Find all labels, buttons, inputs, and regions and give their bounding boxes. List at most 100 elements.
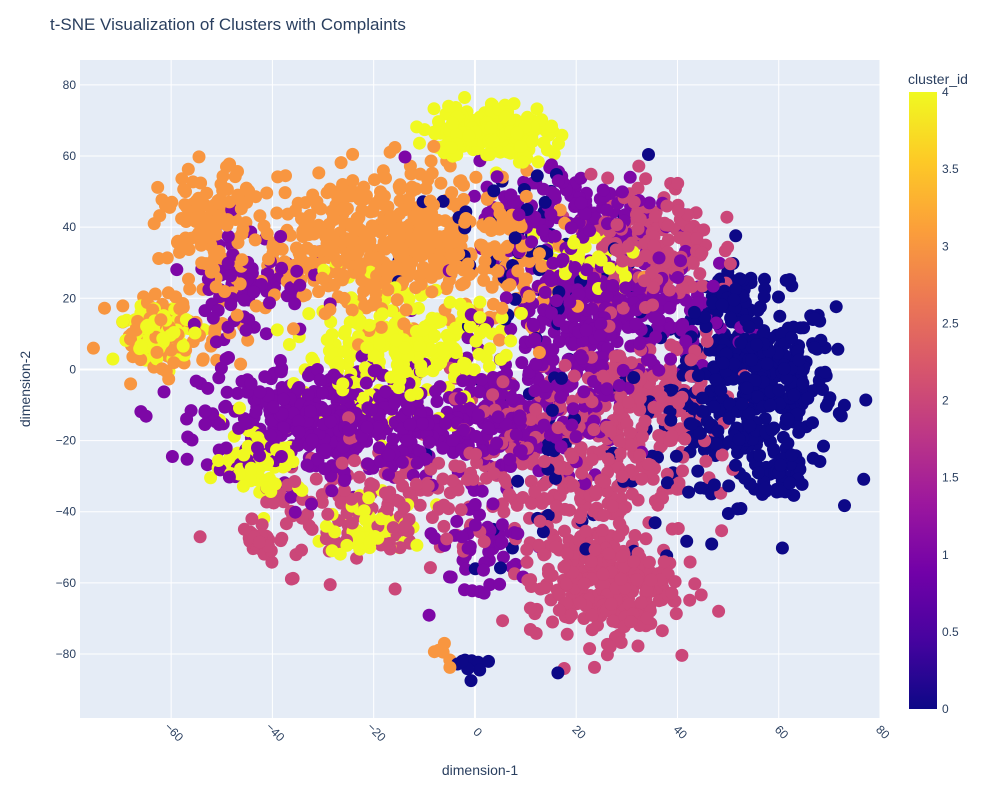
data-point <box>807 341 821 355</box>
data-point <box>684 353 698 367</box>
data-point <box>857 472 871 486</box>
data-point <box>738 371 752 385</box>
data-point <box>603 424 617 438</box>
data-point <box>222 195 236 209</box>
data-point <box>512 208 526 222</box>
data-point <box>446 116 459 130</box>
data-point <box>236 479 250 493</box>
data-point <box>529 403 543 416</box>
data-point <box>410 538 424 552</box>
data-point <box>273 354 287 367</box>
data-point <box>390 293 404 307</box>
data-point <box>98 301 111 315</box>
data-point <box>353 263 367 277</box>
data-point <box>525 235 539 249</box>
colorbar-tick-label: 1 <box>942 548 949 562</box>
data-point <box>427 198 440 212</box>
data-point <box>486 388 500 402</box>
data-point <box>426 364 440 378</box>
data-point <box>727 357 741 371</box>
data-point <box>600 382 614 396</box>
data-point <box>600 203 614 217</box>
data-point <box>604 597 618 611</box>
data-point <box>649 330 663 344</box>
data-point <box>324 415 338 429</box>
data-point <box>266 400 280 414</box>
data-point <box>493 333 506 347</box>
data-point <box>647 239 661 253</box>
data-point <box>651 498 665 512</box>
data-point <box>503 452 517 466</box>
data-point <box>593 329 607 342</box>
data-point <box>160 251 174 265</box>
data-point <box>320 242 334 256</box>
data-point <box>538 380 552 393</box>
data-point <box>477 273 491 287</box>
data-point <box>569 430 583 444</box>
data-point <box>245 512 259 526</box>
data-point <box>421 173 435 187</box>
data-point <box>253 535 266 549</box>
data-point <box>468 518 482 532</box>
data-point <box>587 423 601 437</box>
x-tick-label: 40 <box>671 722 691 742</box>
data-point <box>713 256 726 270</box>
data-point <box>444 141 458 154</box>
data-point <box>523 623 537 636</box>
data-point <box>427 102 441 116</box>
data-point <box>472 347 486 361</box>
data-point <box>204 471 218 485</box>
data-point <box>606 499 619 513</box>
data-point <box>361 457 375 471</box>
data-point <box>338 474 351 487</box>
data-point <box>150 345 164 359</box>
data-point <box>407 244 421 258</box>
data-point <box>430 395 444 408</box>
data-point <box>442 237 456 251</box>
data-point <box>550 499 563 513</box>
data-point <box>490 436 504 450</box>
data-point <box>670 482 684 496</box>
data-point <box>504 322 518 336</box>
data-point <box>275 407 289 421</box>
data-point <box>546 353 560 367</box>
data-point <box>343 315 357 329</box>
data-point <box>781 412 795 426</box>
data-point <box>362 491 376 505</box>
data-point <box>773 309 787 323</box>
data-point <box>270 206 284 220</box>
data-point <box>292 425 306 439</box>
data-point <box>495 301 509 315</box>
data-point <box>661 233 675 247</box>
data-point <box>446 474 460 488</box>
data-point <box>478 220 492 234</box>
data-point <box>584 167 598 181</box>
data-point <box>504 188 518 202</box>
data-point <box>425 311 439 325</box>
data-point <box>685 280 699 294</box>
data-point <box>200 186 214 200</box>
data-point <box>220 218 234 232</box>
data-point <box>525 496 538 510</box>
data-point <box>533 514 547 528</box>
data-point <box>751 466 765 480</box>
data-point <box>774 484 788 498</box>
data-point <box>292 246 306 260</box>
data-point <box>398 341 412 355</box>
data-point <box>482 545 496 559</box>
data-point <box>421 213 435 227</box>
data-point <box>391 230 405 244</box>
data-point <box>528 332 542 346</box>
data-point <box>293 278 307 292</box>
data-point <box>304 404 317 418</box>
data-point <box>732 432 746 446</box>
data-point <box>595 359 609 372</box>
data-point <box>594 253 608 267</box>
data-point <box>652 363 666 377</box>
data-point <box>427 125 441 139</box>
data-point <box>558 358 572 372</box>
data-point <box>299 196 312 210</box>
data-point <box>403 418 417 431</box>
data-point <box>573 596 587 610</box>
data-point <box>792 425 806 439</box>
